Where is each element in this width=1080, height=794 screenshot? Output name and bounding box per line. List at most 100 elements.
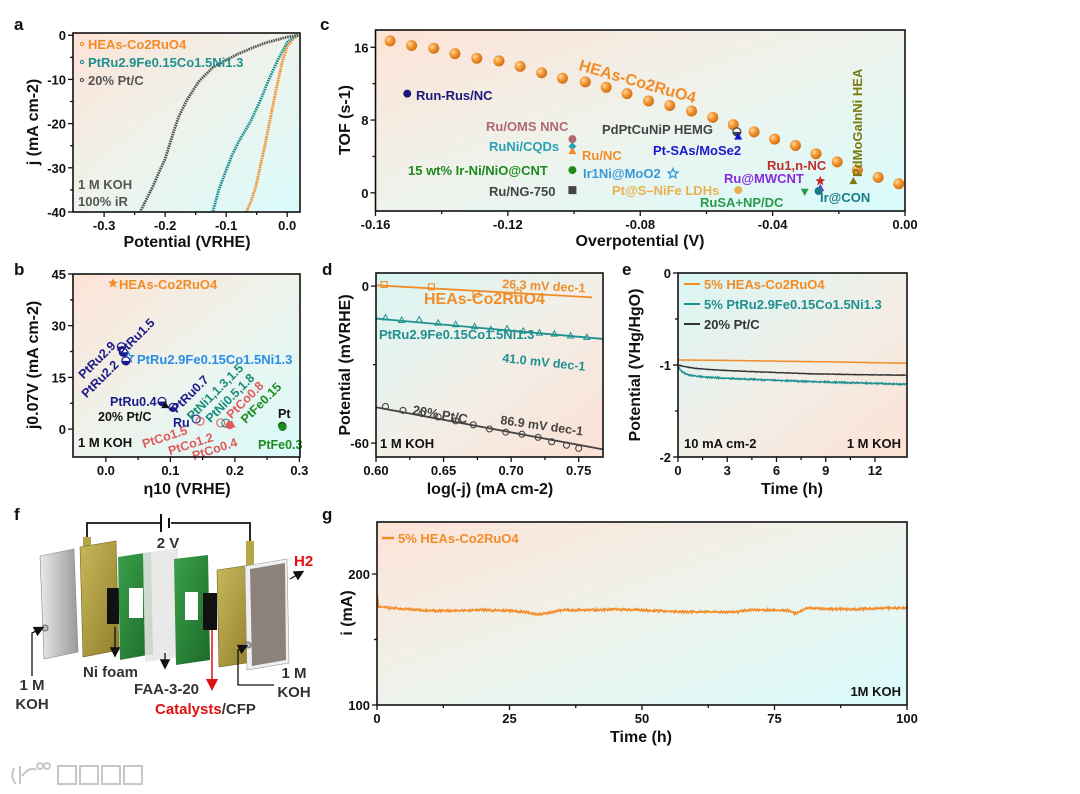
y-tick-label: -2 — [659, 450, 671, 465]
chart-panel-d: 0.60 0.65 0.70 0.75 0 -60 log(-j) (mA cm-2) Pot… — [337, 272, 604, 498]
x-tick-label: 0 — [373, 711, 380, 726]
chart-panel-g: 0 25 50 75 100 100 200 Time (h) i (mA) 5% HEAs-Co… — [339, 521, 918, 746]
y-tick-label: 45 — [52, 267, 66, 282]
data-point — [470, 322, 479, 330]
x-tick-label: 0.75 — [566, 463, 591, 478]
plot-background — [73, 274, 300, 457]
y-tick-label: 100 — [348, 698, 370, 713]
point-label: Ru/NC — [582, 148, 622, 163]
x-axis-title: Overpotential (V) — [576, 233, 705, 250]
x-tick-label: 0 — [674, 463, 681, 478]
y-axis-title: TOF (s-1) — [337, 85, 354, 155]
x-tick-label: 0.70 — [498, 463, 523, 478]
panel-label-e: e — [622, 260, 631, 279]
data-point — [643, 95, 655, 107]
h2-label: H2 — [294, 553, 313, 570]
data-point — [471, 52, 483, 64]
data-point — [769, 133, 781, 145]
data-point — [568, 166, 577, 175]
data-point — [734, 132, 743, 140]
x-tick-label: 12 — [868, 463, 882, 478]
data-point — [487, 325, 495, 333]
catalyst-cfp-label: Catalysts/CFP — [155, 701, 256, 718]
gasket-frame-2 — [174, 555, 210, 665]
annotation-current-density: 10 mA cm-2 — [684, 436, 757, 451]
legend-marker — [79, 41, 85, 47]
data-point — [582, 333, 591, 341]
y-tick-label: 0 — [59, 422, 66, 437]
annotation-ir: 100% iR — [78, 194, 128, 209]
x-tick-label: 75 — [767, 711, 781, 726]
x-tick-label: -0.1 — [215, 218, 237, 233]
data-point — [415, 315, 424, 323]
data-point — [748, 126, 760, 138]
series-line — [211, 33, 299, 213]
data-point — [399, 406, 407, 414]
annotation-electrolyte: 1 M KOH — [380, 436, 434, 451]
annotation-electrolyte: 1 M KOH — [78, 435, 132, 450]
data-point — [472, 290, 480, 298]
y-tick-label: 15 — [52, 370, 66, 385]
data-point — [451, 320, 460, 328]
annotation-electrolyte: 1M KOH — [850, 684, 901, 699]
data-point — [384, 35, 396, 47]
y-tick-label: 30 — [52, 319, 66, 334]
legend-label: HEAs-Co2RuO4 — [88, 37, 187, 52]
watermark-logo — [11, 762, 143, 785]
data-point — [872, 171, 884, 183]
plot-area — [376, 593, 908, 617]
cfp-label: /CFP — [222, 701, 256, 718]
data-point — [556, 72, 568, 84]
data-point — [449, 48, 461, 60]
chart-panel-c: Run-Rus/NC Ru/OMS NNC RuNi/CQDs Ru/NC 15 wt%… — [337, 29, 918, 250]
y-tick-label: 0 — [362, 279, 369, 294]
point-label: Run-Rus/NC — [416, 88, 493, 103]
point-label: PtFe0.3 — [258, 438, 303, 452]
data-point — [666, 166, 680, 180]
data-point — [851, 164, 863, 176]
x-tick-label: 25 — [502, 711, 516, 726]
membrane-label: FAA-3-20 — [134, 681, 199, 698]
x-tick-label: 0.3 — [290, 463, 308, 478]
y-axis-title: j (mA cm-2) — [25, 79, 42, 167]
y-tick-label: -10 — [47, 72, 66, 87]
y-axis-title: Potential (VHg/HgO) — [627, 289, 644, 442]
legend-marker — [79, 59, 85, 65]
data-point — [485, 425, 494, 433]
plot-area — [138, 33, 300, 213]
data-point — [568, 146, 577, 155]
point-label: PdPtCuNiP HEMG — [602, 122, 713, 137]
data-point — [568, 135, 577, 144]
point-label: Ru1,n-NC — [767, 158, 827, 173]
legend-label: 5% HEAs-Co2RuO4 — [398, 531, 519, 546]
data-point — [535, 328, 544, 336]
plot-frame — [72, 32, 301, 213]
plot-area — [677, 358, 907, 387]
panel-label-a: a — [14, 15, 24, 34]
data-point — [493, 55, 505, 67]
x-tick-label: -0.16 — [361, 217, 391, 232]
left-electrolyte-conc: 1 M — [19, 677, 44, 694]
point-label: Ir1Ni@MoO2 — [583, 166, 661, 181]
electrolyzer-diagram: 2 V — [15, 514, 313, 718]
point-label: RuNi/CQDs — [489, 139, 559, 154]
x-axis-title: Potential (VRHE) — [123, 234, 250, 251]
data-point — [514, 289, 522, 297]
panel-label-g: g — [322, 505, 332, 524]
data-point — [568, 186, 577, 195]
plot-background — [73, 33, 300, 212]
point-label: 15 wt% Ir-Ni/NiO@CNT — [408, 163, 548, 178]
data-point — [469, 421, 477, 429]
data-point — [380, 280, 388, 289]
catalyst-cfp — [203, 593, 217, 630]
data-point — [831, 156, 843, 168]
data-point — [518, 430, 526, 438]
annotation-electrolyte: 1 M KOH — [78, 177, 132, 192]
data-point — [519, 326, 528, 334]
data-point — [562, 441, 571, 449]
data-point — [397, 316, 406, 324]
plot-area — [384, 35, 905, 196]
legend-label: 20% Pt/C — [704, 317, 760, 332]
point-label: Ru — [173, 416, 190, 430]
